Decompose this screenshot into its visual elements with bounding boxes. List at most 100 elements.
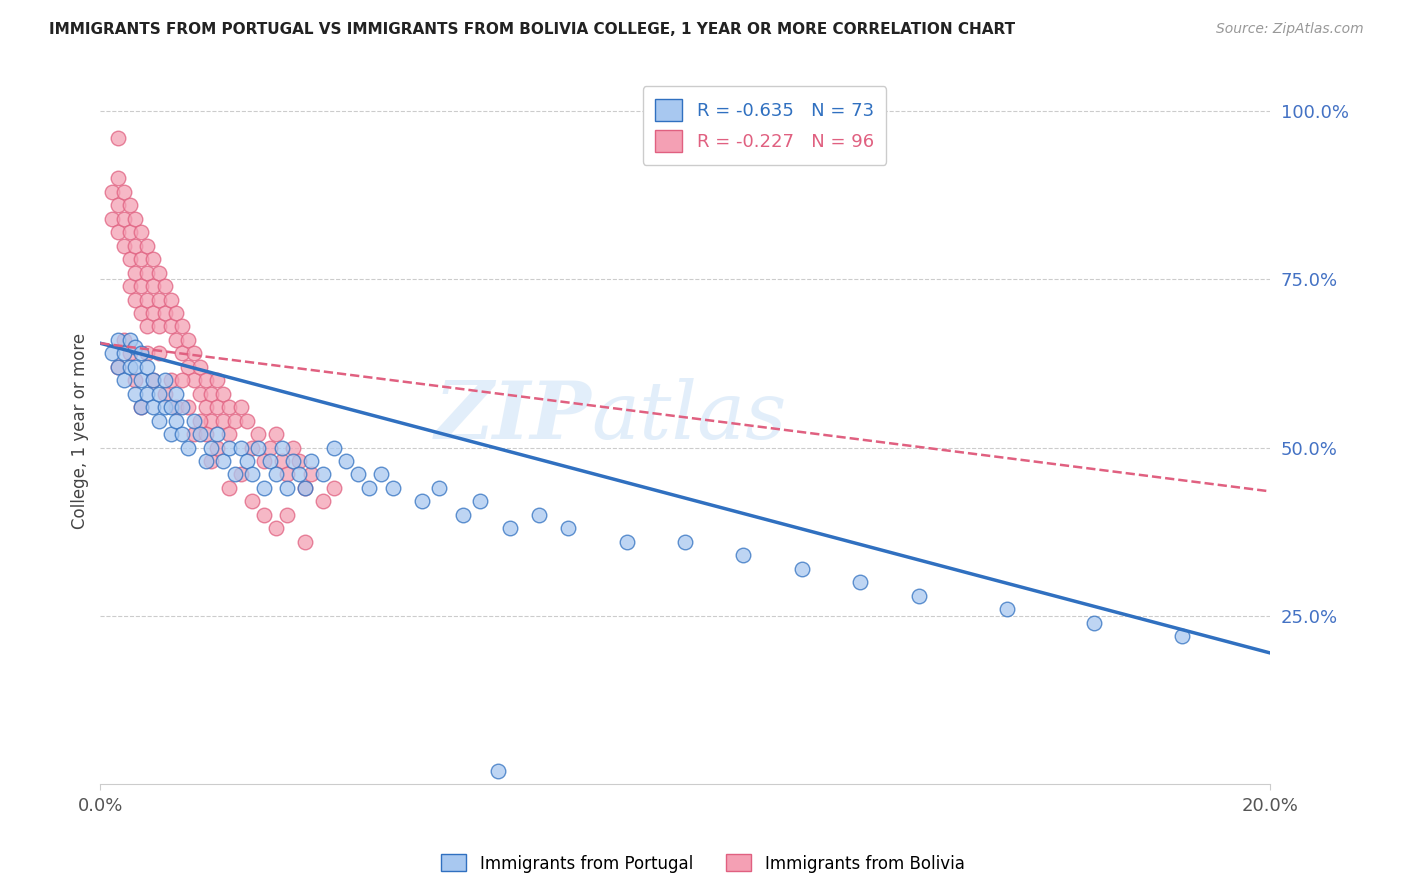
Point [124, 340, 146, 354]
Point [264, 427, 287, 442]
Point [118, 252, 141, 267]
Point [218, 427, 240, 442]
Point [240, 494, 263, 508]
Point [107, 131, 129, 145]
Point [124, 359, 146, 374]
Point [107, 359, 129, 374]
Point [183, 346, 205, 360]
Point [229, 400, 252, 414]
Point [323, 481, 346, 495]
Point [188, 386, 211, 401]
Point [995, 602, 1018, 616]
Point [136, 266, 159, 280]
Point [177, 359, 200, 374]
Point [112, 238, 135, 252]
Point [207, 427, 229, 442]
Point [159, 400, 181, 414]
Point [359, 481, 381, 495]
Point [299, 467, 322, 482]
Point [153, 279, 176, 293]
Point [498, 521, 520, 535]
Point [270, 454, 292, 468]
Point [165, 306, 187, 320]
Point [429, 481, 451, 495]
Point [276, 481, 298, 495]
Point [112, 185, 135, 199]
Point [253, 454, 276, 468]
Point [172, 427, 194, 442]
Point [200, 386, 222, 401]
Point [124, 386, 146, 401]
Point [177, 441, 200, 455]
Point [118, 198, 141, 212]
Point [165, 400, 187, 414]
Point [335, 454, 357, 468]
Point [183, 373, 205, 387]
Point [224, 414, 246, 428]
Point [194, 373, 217, 387]
Point [288, 454, 311, 468]
Point [247, 441, 270, 455]
Point [148, 266, 170, 280]
Point [183, 414, 205, 428]
Point [194, 454, 217, 468]
Point [527, 508, 550, 522]
Point [299, 454, 322, 468]
Point [101, 185, 124, 199]
Point [153, 373, 176, 387]
Text: Source: ZipAtlas.com: Source: ZipAtlas.com [1216, 22, 1364, 37]
Point [177, 333, 200, 347]
Point [148, 386, 170, 401]
Point [142, 306, 165, 320]
Point [451, 508, 474, 522]
Point [1171, 629, 1194, 643]
Point [733, 548, 755, 562]
Point [129, 373, 152, 387]
Point [212, 414, 235, 428]
Point [153, 386, 176, 401]
Point [124, 238, 146, 252]
Point [486, 764, 509, 778]
Point [188, 414, 211, 428]
Point [270, 441, 292, 455]
Point [294, 481, 316, 495]
Point [136, 346, 159, 360]
Point [207, 400, 229, 414]
Point [129, 306, 152, 320]
Point [112, 373, 135, 387]
Point [212, 386, 235, 401]
Point [136, 293, 159, 307]
Point [276, 508, 298, 522]
Point [142, 373, 165, 387]
Point [194, 400, 217, 414]
Point [557, 521, 579, 535]
Point [107, 171, 129, 186]
Point [370, 467, 392, 482]
Point [142, 373, 165, 387]
Point [112, 346, 135, 360]
Point [107, 225, 129, 239]
Text: IMMIGRANTS FROM PORTUGAL VS IMMIGRANTS FROM BOLIVIA COLLEGE, 1 YEAR OR MORE CORR: IMMIGRANTS FROM PORTUGAL VS IMMIGRANTS F… [49, 22, 1015, 37]
Point [159, 293, 181, 307]
Point [129, 400, 152, 414]
Point [136, 386, 159, 401]
Legend: R = -0.635   N = 73, R = -0.227   N = 96: R = -0.635 N = 73, R = -0.227 N = 96 [643, 87, 887, 165]
Point [346, 467, 368, 482]
Point [200, 414, 222, 428]
Point [673, 534, 696, 549]
Point [101, 346, 124, 360]
Point [311, 467, 333, 482]
Point [311, 494, 333, 508]
Point [323, 441, 346, 455]
Point [235, 414, 257, 428]
Point [129, 279, 152, 293]
Point [218, 481, 240, 495]
Point [259, 454, 281, 468]
Point [276, 467, 298, 482]
Point [283, 441, 305, 455]
Point [240, 441, 263, 455]
Point [411, 494, 433, 508]
Point [470, 494, 492, 508]
Point [908, 589, 931, 603]
Point [381, 481, 404, 495]
